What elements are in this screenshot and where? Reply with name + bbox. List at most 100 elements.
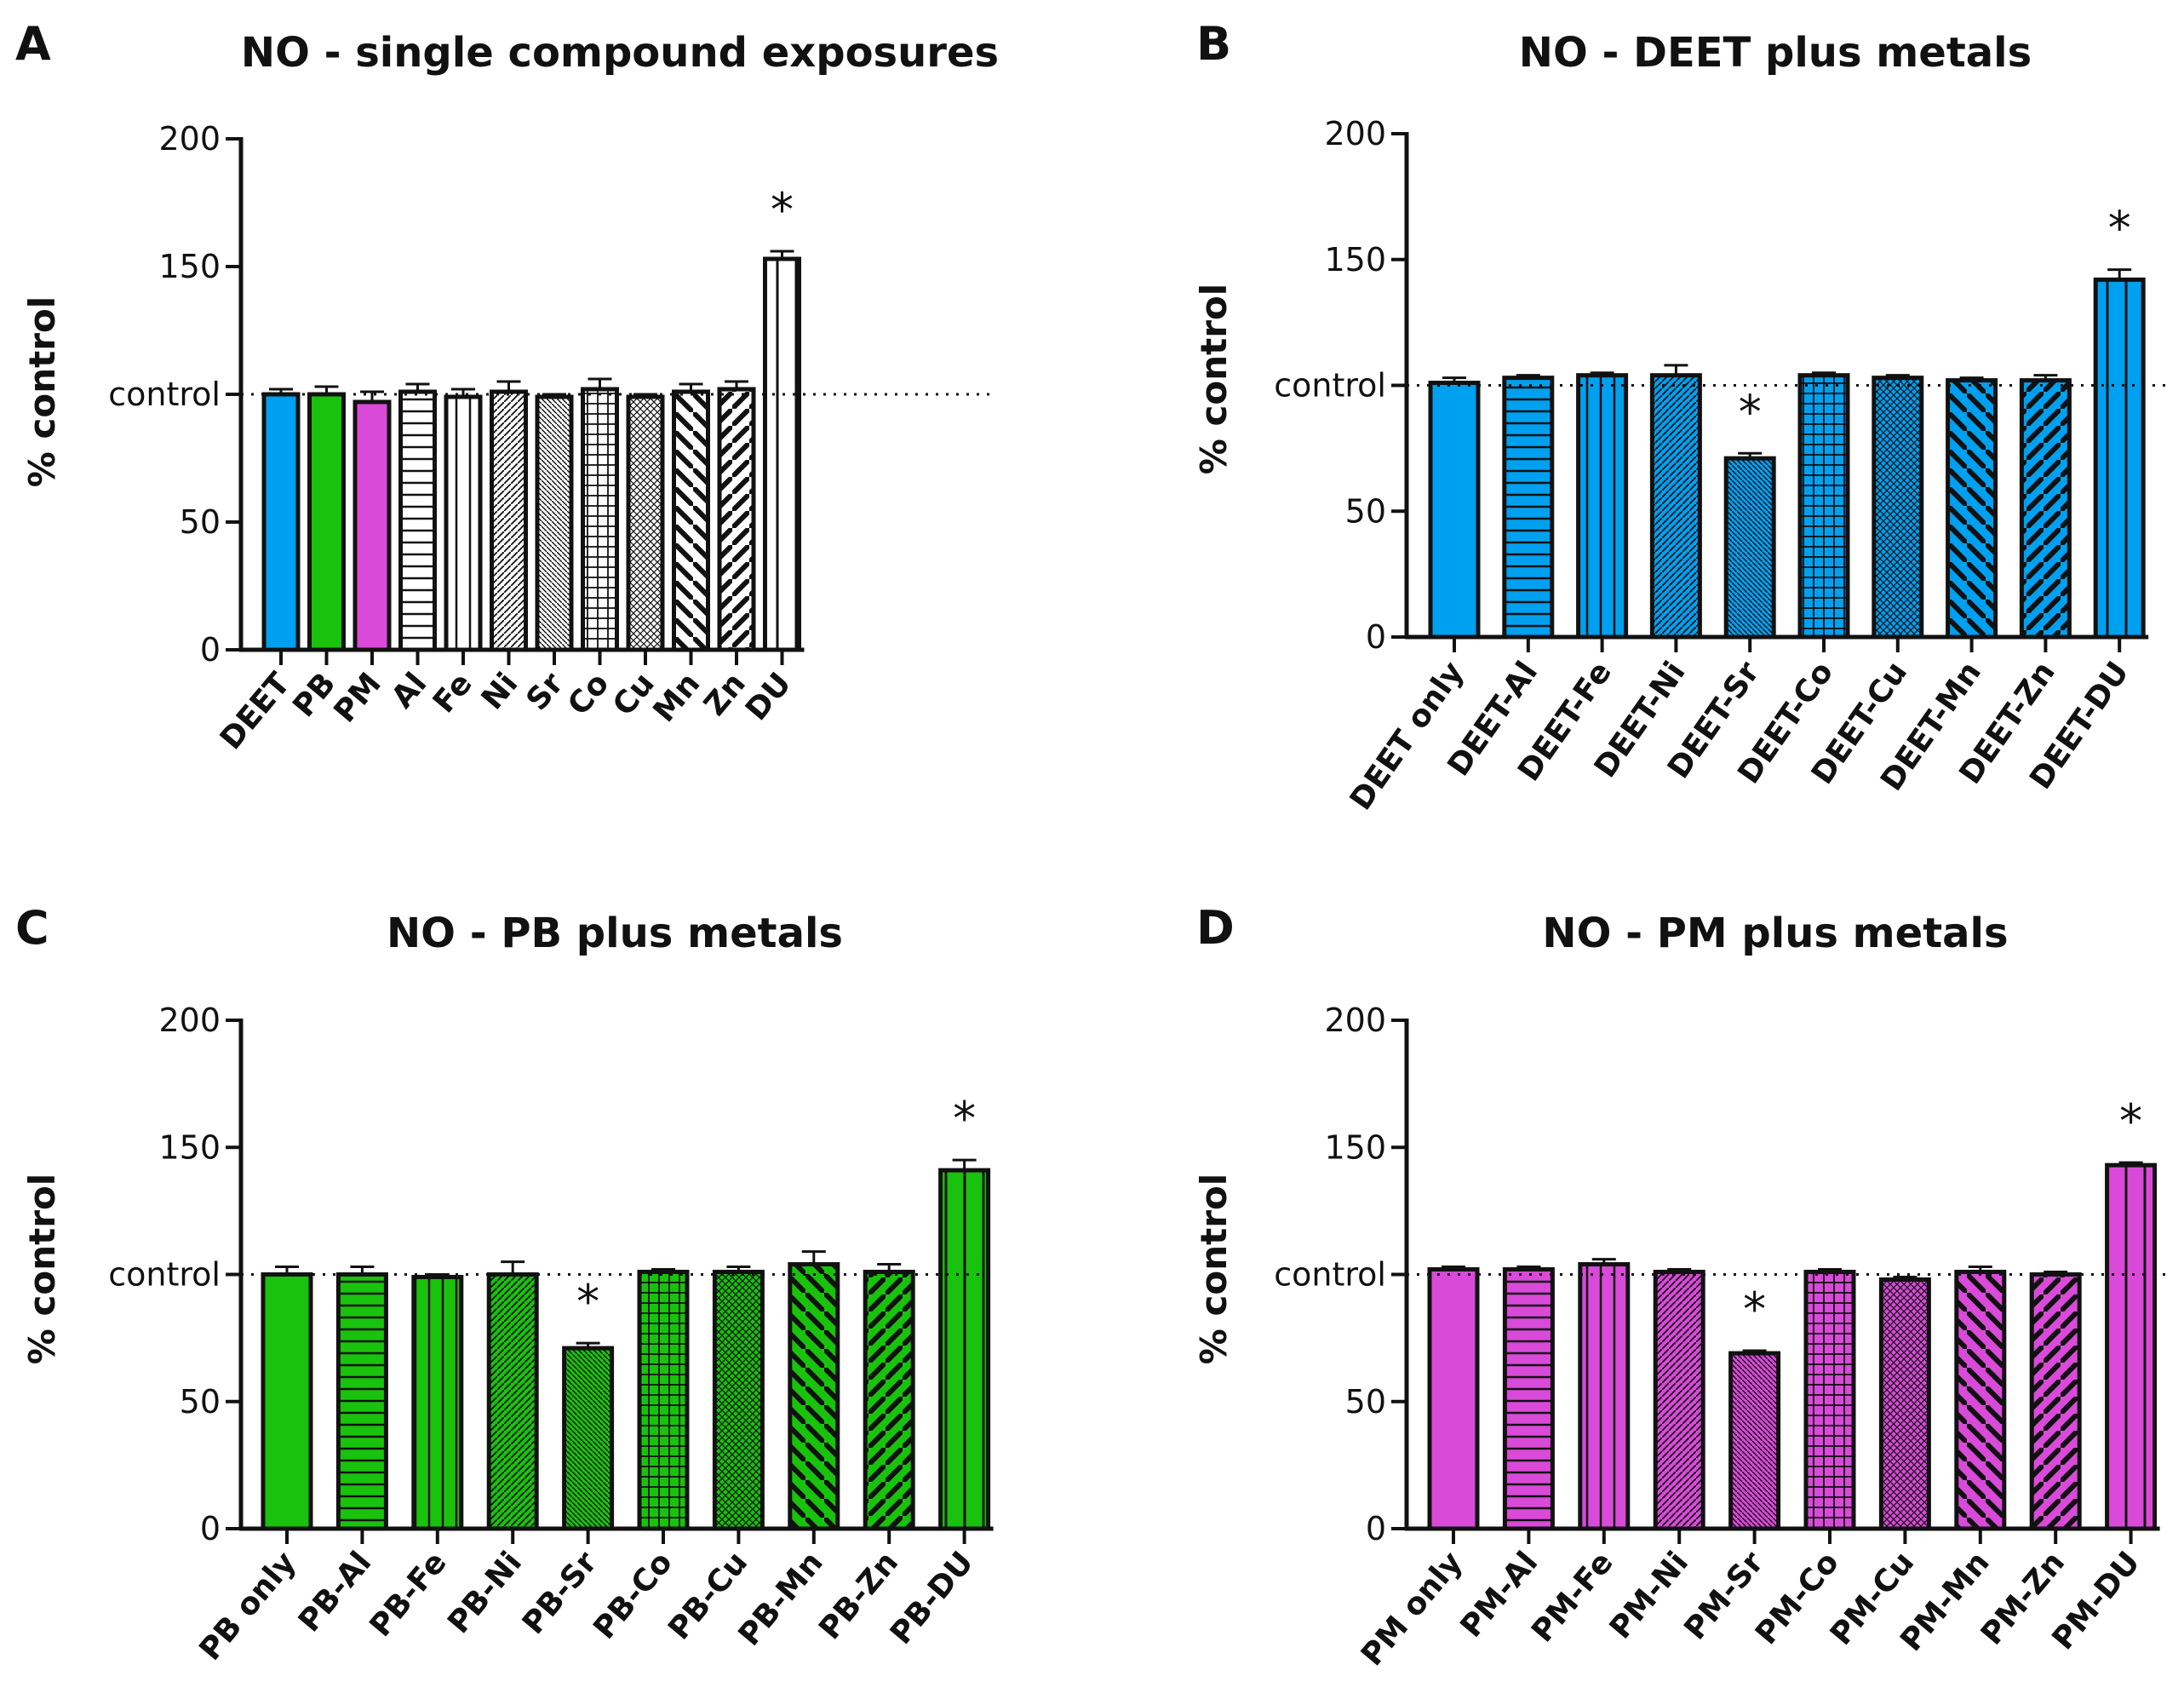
- y-tick-label: 0: [200, 1510, 221, 1547]
- y-tick-label: 0: [1366, 1510, 1386, 1547]
- y-tick-label: 50: [180, 503, 221, 541]
- y-tick-label: 0: [200, 631, 221, 669]
- bar-deet-sr: [1723, 456, 1776, 640]
- y-tick-label: 50: [1345, 492, 1386, 530]
- x-tick-label: PM only: [1355, 1545, 1470, 1673]
- bar-pb-du: [938, 1168, 991, 1531]
- x-tick-label: Zn: [697, 666, 753, 722]
- bar-sr: [535, 394, 574, 652]
- error-bar: [360, 390, 384, 402]
- bar-cu: [626, 394, 665, 652]
- significance-marker: *: [1739, 385, 1762, 439]
- error-bar: [726, 1266, 751, 1272]
- x-tick-label: PM-Fe: [1525, 1545, 1620, 1649]
- error-bar: [1738, 451, 1763, 459]
- error-bar: [542, 393, 566, 397]
- y-tick-label: 50: [180, 1383, 221, 1421]
- error-bar: [1893, 1275, 1917, 1280]
- panel-a: A NO - single compound exposures % contr…: [15, 17, 999, 756]
- error-bar: [1442, 376, 1466, 383]
- y-tick-label: control: [1274, 367, 1386, 405]
- error-bar: [405, 382, 430, 392]
- bar-deet-zn: [2019, 378, 2072, 640]
- bar-pm-ni: [1653, 1270, 1705, 1531]
- significance-marker: *: [2108, 202, 2131, 255]
- bar-deet-du: [2093, 277, 2146, 640]
- bar-deet: [261, 392, 301, 652]
- x-tick-label: PB: [286, 666, 342, 724]
- significance-marker: *: [2119, 1094, 2142, 1148]
- error-bar: [1591, 1258, 1616, 1265]
- error-bar: [651, 1268, 675, 1272]
- bar-al: [398, 389, 437, 652]
- y-axis-label: % control: [21, 296, 63, 487]
- error-bar: [633, 393, 657, 397]
- x-tick-label: PB-Ni: [441, 1545, 529, 1640]
- bar-zn: [717, 387, 756, 652]
- bar-pb-al: [335, 1272, 388, 1531]
- bar-ni: [490, 389, 528, 652]
- error-bar: [1885, 374, 1910, 378]
- error-bar: [1667, 1268, 1692, 1272]
- bar-du: [763, 256, 801, 652]
- error-bar: [1516, 374, 1540, 378]
- bar-pb-fe: [411, 1274, 464, 1531]
- y-tick-label: 150: [1324, 241, 1386, 278]
- error-bar: [2044, 1271, 2068, 1275]
- bar-pm-only: [1427, 1267, 1480, 1531]
- error-bar: [1812, 371, 1836, 376]
- x-tick-label: Co: [561, 666, 616, 722]
- y-tick-label: 150: [158, 1128, 221, 1166]
- error-bar: [496, 380, 521, 392]
- error-bar: [2118, 1161, 2143, 1166]
- bar-pm-cu: [1878, 1277, 1931, 1531]
- error-bar: [725, 380, 748, 389]
- significance-marker: *: [576, 1275, 599, 1329]
- error-bar: [679, 382, 703, 392]
- panel-d: D NO - PM plus metals % control 0 50 contr…: [1193, 901, 2167, 1673]
- error-bar: [2033, 374, 2058, 381]
- x-tick-label: PB only: [192, 1545, 302, 1667]
- panel-letter: B: [1196, 17, 1231, 71]
- error-bar: [275, 1266, 299, 1275]
- error-bar: [877, 1263, 902, 1272]
- panel-letter: D: [1196, 901, 1235, 955]
- error-bar: [269, 387, 293, 394]
- bar-pm-al: [1502, 1267, 1555, 1531]
- x-tick-label: Cu: [606, 666, 662, 722]
- y-axis-label: % control: [1193, 1174, 1235, 1364]
- bar-pm-co: [1803, 1270, 1856, 1531]
- bar-deet-cu: [1872, 376, 1924, 640]
- error-bar: [1442, 1266, 1465, 1270]
- x-tick-label: PB-Fe: [364, 1545, 454, 1643]
- error-bar: [350, 1266, 375, 1275]
- panel-title: NO - PM plus metals: [1542, 910, 2008, 957]
- panel-letter: A: [15, 17, 51, 71]
- error-bar: [801, 1250, 826, 1265]
- bar-deet-only: [1428, 381, 1481, 640]
- error-bar: [451, 387, 475, 397]
- error-bar: [588, 377, 612, 389]
- bar-pm-zn: [2029, 1272, 2082, 1531]
- x-tick-label: DU: [739, 666, 798, 727]
- bar-co: [581, 387, 619, 652]
- error-bar: [952, 1158, 977, 1171]
- y-tick-label: 150: [158, 248, 221, 285]
- bar-pb-only: [261, 1272, 313, 1531]
- bar-fe: [444, 394, 483, 652]
- panel-b: B NO - DEET plus metals % control 0 50 con…: [1193, 17, 2167, 817]
- x-tick-label: PM: [327, 666, 387, 729]
- x-tick-label: DEET: [214, 666, 297, 756]
- error-bar: [1959, 376, 1984, 381]
- bar-mn: [672, 389, 710, 652]
- y-tick-label: 200: [1324, 115, 1386, 152]
- error-bar: [770, 250, 794, 259]
- y-axis-label: % control: [21, 1174, 63, 1364]
- bar-deet-al: [1502, 376, 1555, 640]
- y-tick-label: control: [108, 376, 221, 413]
- x-tick-label: PB-Al: [292, 1545, 378, 1639]
- bar-pb-mn: [788, 1262, 840, 1531]
- error-bar: [1742, 1349, 1767, 1354]
- error-bar: [576, 1341, 600, 1349]
